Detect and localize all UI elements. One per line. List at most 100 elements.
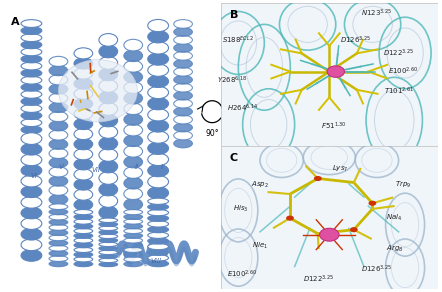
Ellipse shape xyxy=(124,214,143,220)
Ellipse shape xyxy=(99,234,118,239)
Ellipse shape xyxy=(148,109,168,121)
Ellipse shape xyxy=(148,215,168,221)
Ellipse shape xyxy=(21,119,42,126)
Text: $Arg_8$: $Arg_8$ xyxy=(385,244,403,254)
Ellipse shape xyxy=(74,247,93,253)
Ellipse shape xyxy=(99,137,118,150)
Ellipse shape xyxy=(74,261,93,267)
Ellipse shape xyxy=(99,242,118,246)
Ellipse shape xyxy=(99,183,118,196)
Ellipse shape xyxy=(99,172,118,184)
Text: VIII: VIII xyxy=(151,258,162,264)
Ellipse shape xyxy=(74,199,93,210)
Ellipse shape xyxy=(49,240,68,246)
Ellipse shape xyxy=(148,142,168,154)
Ellipse shape xyxy=(74,128,93,140)
Text: $Nal_4$: $Nal_4$ xyxy=(386,213,402,223)
Ellipse shape xyxy=(21,126,42,134)
Ellipse shape xyxy=(174,91,192,100)
Ellipse shape xyxy=(49,256,68,262)
Ellipse shape xyxy=(49,235,68,241)
Ellipse shape xyxy=(99,250,118,255)
Ellipse shape xyxy=(174,67,192,76)
Text: II: II xyxy=(135,164,140,170)
Circle shape xyxy=(286,215,294,221)
Ellipse shape xyxy=(124,145,143,157)
Ellipse shape xyxy=(21,41,42,49)
Ellipse shape xyxy=(21,112,42,119)
Ellipse shape xyxy=(99,80,118,92)
Ellipse shape xyxy=(124,199,143,210)
Ellipse shape xyxy=(124,82,143,93)
Ellipse shape xyxy=(174,123,192,132)
Ellipse shape xyxy=(49,209,68,215)
Ellipse shape xyxy=(21,154,42,166)
Ellipse shape xyxy=(21,165,42,176)
Text: $His_3$: $His_3$ xyxy=(232,204,248,214)
Ellipse shape xyxy=(174,44,192,52)
Ellipse shape xyxy=(124,238,143,243)
Ellipse shape xyxy=(74,139,93,150)
Ellipse shape xyxy=(148,209,168,216)
Ellipse shape xyxy=(21,34,42,41)
Ellipse shape xyxy=(21,207,42,219)
Ellipse shape xyxy=(49,66,68,76)
Ellipse shape xyxy=(124,257,143,262)
Ellipse shape xyxy=(49,84,68,94)
Ellipse shape xyxy=(58,60,137,122)
Ellipse shape xyxy=(21,55,42,63)
Ellipse shape xyxy=(21,250,42,261)
Ellipse shape xyxy=(148,98,168,110)
Ellipse shape xyxy=(21,105,42,112)
Ellipse shape xyxy=(74,159,93,170)
Ellipse shape xyxy=(74,238,93,243)
Ellipse shape xyxy=(124,39,143,51)
Ellipse shape xyxy=(174,83,192,92)
Ellipse shape xyxy=(174,115,192,124)
Ellipse shape xyxy=(99,195,118,207)
Ellipse shape xyxy=(21,175,42,187)
Circle shape xyxy=(320,228,339,241)
Ellipse shape xyxy=(49,148,68,159)
Ellipse shape xyxy=(99,34,118,46)
Ellipse shape xyxy=(148,20,168,32)
Ellipse shape xyxy=(74,48,93,59)
Text: $Lys_7$: $Lys_7$ xyxy=(332,164,348,174)
Text: $Trp_9$: $Trp_9$ xyxy=(395,180,411,190)
Ellipse shape xyxy=(49,230,68,236)
Ellipse shape xyxy=(49,176,68,186)
Ellipse shape xyxy=(99,218,118,223)
Text: A: A xyxy=(11,17,19,27)
Ellipse shape xyxy=(74,219,93,224)
Ellipse shape xyxy=(99,160,118,173)
Text: $H264^{6.14}$: $H264^{6.14}$ xyxy=(227,103,258,114)
Ellipse shape xyxy=(74,233,93,238)
Ellipse shape xyxy=(124,50,143,62)
Ellipse shape xyxy=(99,254,118,259)
Ellipse shape xyxy=(148,31,168,43)
Ellipse shape xyxy=(124,219,143,224)
Ellipse shape xyxy=(124,60,143,72)
Ellipse shape xyxy=(148,204,168,210)
Text: $F51^{1.30}$: $F51^{1.30}$ xyxy=(321,120,347,132)
Ellipse shape xyxy=(49,167,68,177)
Ellipse shape xyxy=(174,27,192,36)
Ellipse shape xyxy=(99,91,118,104)
Ellipse shape xyxy=(174,99,192,108)
Ellipse shape xyxy=(49,121,68,131)
Ellipse shape xyxy=(124,188,143,200)
Ellipse shape xyxy=(49,139,68,149)
Ellipse shape xyxy=(49,158,68,168)
Ellipse shape xyxy=(21,48,42,56)
Text: $D126^{3.25}$: $D126^{3.25}$ xyxy=(340,34,371,46)
Ellipse shape xyxy=(148,75,168,88)
Ellipse shape xyxy=(21,197,42,208)
Ellipse shape xyxy=(74,98,93,110)
Ellipse shape xyxy=(74,88,93,99)
Ellipse shape xyxy=(49,194,68,205)
Ellipse shape xyxy=(124,233,143,238)
Ellipse shape xyxy=(99,246,118,251)
Ellipse shape xyxy=(148,153,168,166)
Ellipse shape xyxy=(49,75,68,85)
Ellipse shape xyxy=(124,114,143,125)
